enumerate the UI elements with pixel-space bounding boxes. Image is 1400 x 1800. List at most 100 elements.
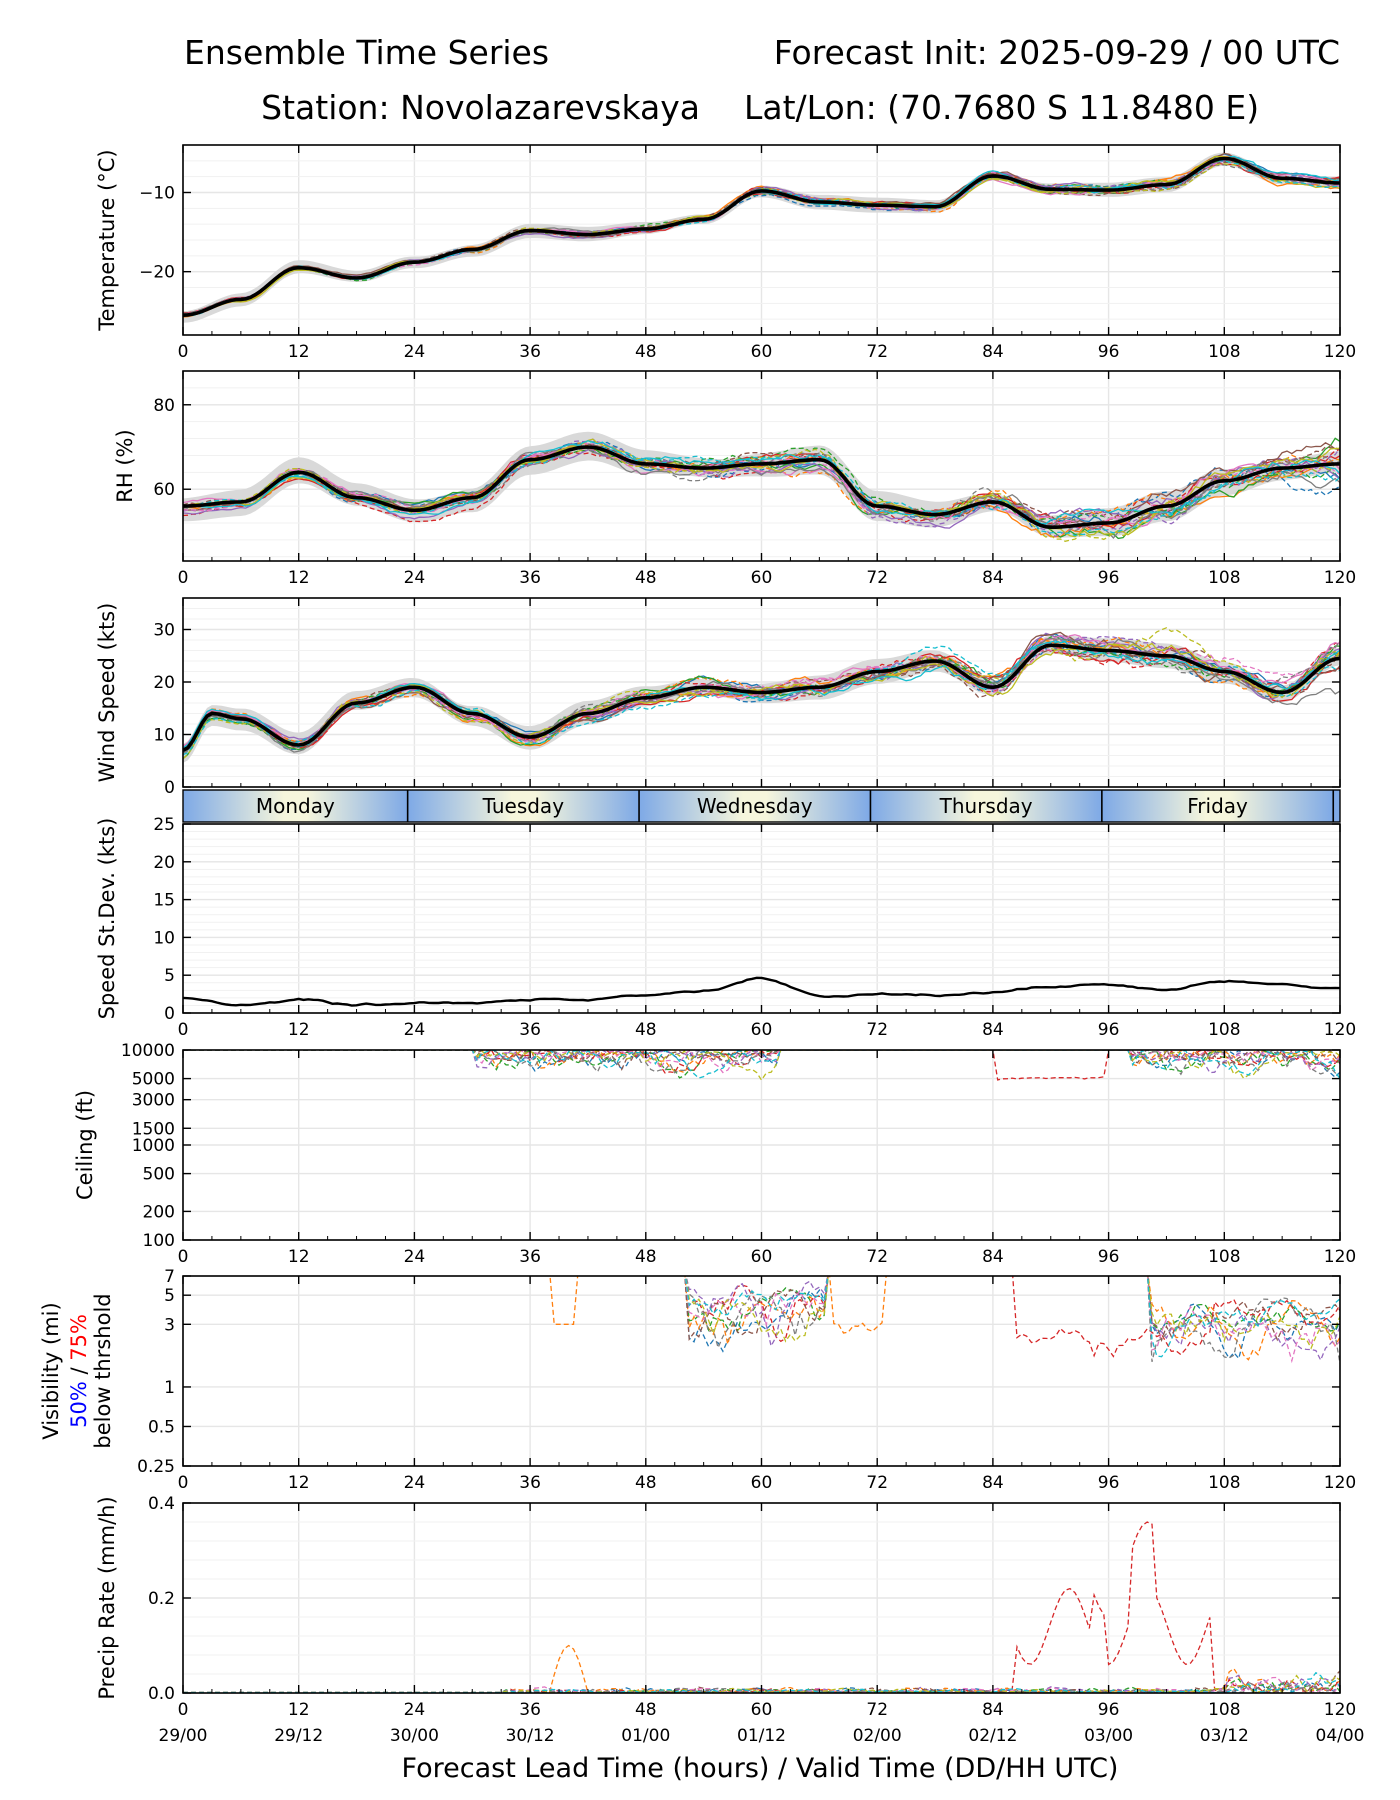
rh-xtick-label: 84 [982,568,1004,588]
temp-xtick-label: 120 [1324,342,1356,362]
ceiling-xtick-label: 60 [751,1247,773,1267]
rh-series [183,431,1340,542]
title-right: Forecast Init: 2025-09-29 / 00 UTC [774,33,1340,72]
vis-member-4 [684,1276,1340,1358]
day-label-thursday: Thursday [939,794,1033,818]
std-xtick-label: 12 [288,1020,310,1040]
valid-time-label: 29/00 [159,1726,208,1746]
vis-xtick-label: 36 [519,1473,541,1493]
precip-xtick-label: 120 [1324,1700,1356,1720]
std-ytick-label: 5 [164,966,175,986]
vis-xtick-label: 72 [866,1473,888,1493]
std-grid [182,823,1341,1014]
rh-ensemble-mean [183,445,1340,529]
temp-grid [182,144,1341,336]
rh-member-4 [183,442,1340,521]
panel-precip: 0.0 0.2 0.4 0 12 24 36 48 60 72 84 96 108 120 Precip R… [95,1494,1356,1720]
temp-ytick-label: −20 [139,263,175,283]
precip-xtick-label: 84 [982,1700,1004,1720]
temp-xtick-label: 84 [982,342,1004,362]
ceiling-ytick-label: 1000 [132,1136,175,1156]
std-xtick-label: 120 [1324,1020,1356,1040]
precip-ytick-label: 0.0 [148,1684,175,1704]
day-bar: Monday Tuesday Wednesday Thursday Friday [182,789,1341,823]
wind-ytick-label: 30 [153,621,175,641]
valid-time-label: 04/00 [1316,1726,1365,1746]
valid-time-label: 02/00 [853,1726,902,1746]
panel-rh: 60 80 0 12 24 36 48 60 72 84 96 108 120 RH (%) [113,370,1356,588]
wind-ylabel: Wind Speed (kts) [95,603,119,783]
vis-xtick-label: 84 [982,1473,1004,1493]
rh-spread-band [183,431,1340,538]
rh-xtick-label: 48 [635,568,657,588]
valid-time-label: 30/12 [506,1726,555,1746]
ceiling-member-10 [183,1050,1340,1080]
day-label-wednesday: Wednesday [697,794,813,818]
temp-xtick-label: 0 [178,342,189,362]
temp-xtick-label: 72 [866,342,888,362]
precip-xtick-label: 12 [288,1700,310,1720]
std-xtick-label: 108 [1208,1020,1240,1040]
vis-xtick-label: 48 [635,1473,657,1493]
vis-ytick-label: 0.5 [148,1417,175,1437]
ceiling-ylabel: Ceiling (ft) [73,1090,97,1200]
precip-ylabel: Precip Rate (mm/h) [95,1496,119,1699]
valid-time-labels: 29/00 29/12 30/00 30/12 01/00 01/12 02/00 02/12… [159,1726,1365,1746]
ceiling-xtick-label: 0 [178,1247,189,1267]
valid-time-label: 03/00 [1084,1726,1133,1746]
vis-ytick-label: 1 [164,1378,175,1398]
rh-member-20 [183,446,1340,537]
precip-ytick-label: 0.4 [148,1494,175,1514]
precip-xtick-label: 0 [178,1700,189,1720]
std-dev-line [183,976,1340,1007]
vis-series [549,1276,1340,1364]
ceiling-xtick-label: 108 [1208,1247,1240,1267]
rh-ylabel: RH (%) [113,429,137,502]
rh-ytick-label: 60 [153,480,175,500]
ceiling-xtick-label: 48 [635,1247,657,1267]
panel-temp: −20 −10 0 12 24 36 48 60 72 84 96 108 120 Temperature… [95,144,1356,362]
panel-std: 0 5 10 15 20 25 0 12 24 36 48 60 72 84 96 108 120 Speed S… [95,815,1356,1040]
day-cell-wednesday [639,790,871,822]
precip-xtick-label: 36 [519,1700,541,1720]
ceiling-ytick-label: 500 [143,1165,175,1185]
valid-time-label: 29/12 [274,1726,323,1746]
temp-xtick-label: 60 [751,342,773,362]
precip-ytick-label: 0.2 [148,1589,175,1609]
ceiling-member-7 [183,1050,1340,1074]
temp-ensemble-mean [183,156,1340,317]
precip-grid [182,1502,1341,1694]
rh-xtick-label: 108 [1208,568,1240,588]
std-ylabel: Speed St.Dev. (kts) [95,818,119,1020]
ceiling-grid [182,1049,1341,1241]
day-cell-monday [183,790,408,822]
vis-ytick-label: 5 [164,1286,175,1306]
std-ytick-label: 25 [153,815,175,835]
std-xtick-label: 84 [982,1020,1004,1040]
day-bar-frame [182,789,1341,823]
rh-ytick-label: 80 [153,396,175,416]
vis-ytick-label: 0.25 [137,1457,175,1477]
precip-xtick-label: 96 [1098,1700,1120,1720]
vis-ytick-label: 3 [164,1315,175,1335]
ceiling-ytick-label: 10000 [121,1041,175,1061]
panel-vis: 0.25 0.5 1 3 57 0 12 24 36 48 60 72 84 96 108 120 Visibi… [39,1267,1356,1493]
ceiling-xtick-label: 84 [982,1247,1004,1267]
ceiling-xtick-label: 36 [519,1247,541,1267]
std-xtick-label: 0 [178,1020,189,1040]
vis-xtick-label: 120 [1324,1473,1356,1493]
valid-time-label: 01/12 [737,1726,786,1746]
vis-member-5 [685,1276,1340,1362]
ceiling-xtick-label: 72 [866,1247,888,1267]
std-xtick-label: 24 [404,1020,426,1040]
temp-xtick-label: 108 [1208,342,1240,362]
temp-ytick-label: −10 [139,184,175,204]
std-xtick-label: 48 [635,1020,657,1040]
wind-ytick-label: 0 [164,778,175,798]
vis-member-2 [549,1276,1340,1361]
vis-xtick-label: 96 [1098,1473,1120,1493]
valid-time-label: 02/12 [968,1726,1017,1746]
ceiling-xtick-label: 24 [404,1247,426,1267]
